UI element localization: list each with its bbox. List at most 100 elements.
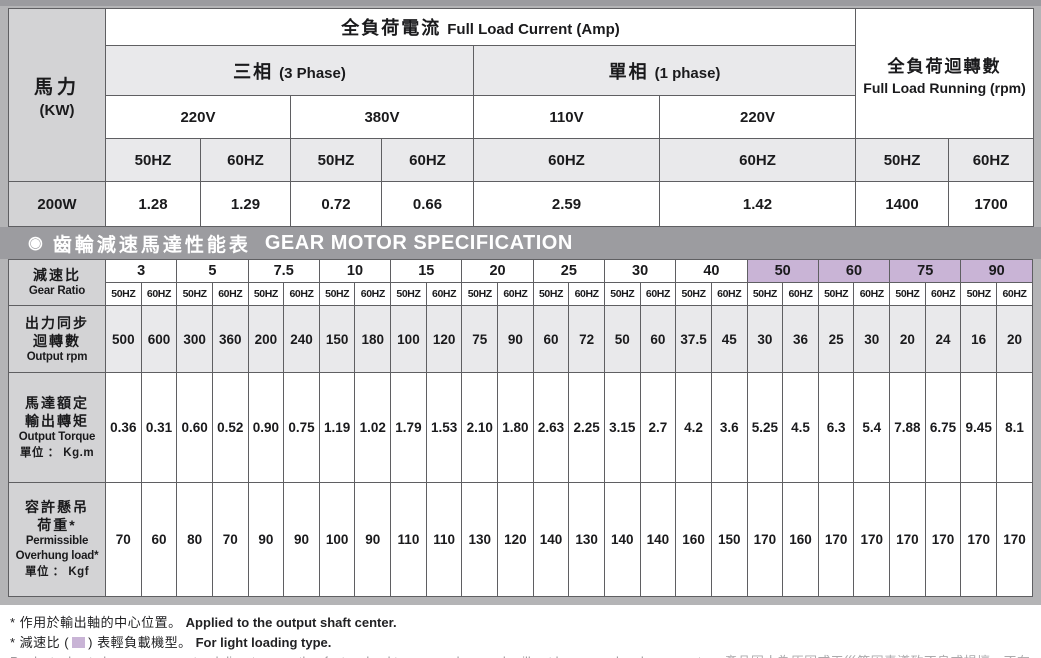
overhung-load-cell: 170 [960, 482, 998, 597]
overhung-load-cell: 110 [390, 482, 427, 597]
gear-ratio-cell-light-loading: 75 [889, 259, 962, 283]
hz-header-cell: 60HZ [473, 138, 660, 182]
gear-hz-cell: 60HZ [853, 282, 891, 306]
output-torque-cell: 2.63 [532, 372, 570, 483]
gear-hz-cell: 60HZ [283, 282, 320, 306]
footnote-light-loading: * 減速比 () 表輕負載機型。 For light loading type. [10, 633, 1041, 653]
output-torque-cell: 0.36 [105, 372, 142, 483]
full-load-current-zh: 全負荷電流 [341, 18, 442, 38]
current-value-cell: 0.72 [290, 181, 382, 227]
output-rpm-cell: 100 [390, 305, 427, 373]
overhung-load-cell: 140 [639, 482, 677, 597]
table-row: 三相 (3 Phase) 單相 (1 phase) [9, 45, 1034, 96]
output-torque-cell: 4.2 [675, 372, 712, 483]
gear-ratio-cell: 40 [675, 259, 748, 283]
overhung-load-cell: 170 [996, 482, 1033, 597]
output-rpm-cell: 75 [461, 305, 499, 373]
overhung-load-label-en1: Permissible [25, 535, 89, 547]
gear-ratio-row: 減速比 Gear Ratio 3 5 7.5 10 15 20 25 30 40… [8, 259, 1033, 306]
full-load-current-header-cell: 全負荷電流 Full Load Current (Amp) [104, 8, 857, 46]
gear-hz-cell: 50HZ [247, 282, 285, 306]
overhung-load-cell: 140 [603, 482, 641, 597]
overhung-load-cell: 170 [924, 482, 962, 597]
gear-ratio-cell-light-loading: 50 [746, 259, 819, 283]
power-kw-header-cell: 馬力 (KW) [8, 8, 106, 182]
gear-hz-cell: 50HZ [390, 282, 427, 306]
output-rpm-row: 出力同步 迴轉數 Output rpm 500 600 300 360 200 … [8, 305, 1033, 373]
gear-hz-cell: 50HZ [675, 282, 712, 306]
hz-header-cell: 60HZ [381, 138, 474, 182]
overhung-load-label-en2: Overhung load* [15, 550, 99, 562]
power-label-unit: (KW) [39, 101, 75, 119]
overhung-load-cell: 90 [354, 482, 392, 597]
overhung-load-cell: 90 [247, 482, 285, 597]
gear-hz-cell: 60HZ [140, 282, 178, 306]
three-phase-header-cell: 三相 (3 Phase) [105, 45, 474, 96]
overhung-load-cell: 100 [318, 482, 356, 597]
running-header-zh: 全負荷迴轉數 [887, 56, 1002, 76]
gear-hz-cell: 50HZ [603, 282, 641, 306]
output-torque-row: 馬達額定 輸出轉矩 Output Torque 單位 ： Kg.m 0.36 0… [8, 372, 1033, 483]
output-torque-header-cell: 馬達額定 輸出轉矩 Output Torque 單位 ： Kg.m [8, 372, 106, 483]
overhung-load-cell: 130 [461, 482, 499, 597]
running-value-cell: 1400 [855, 181, 950, 227]
single-phase-zh: 單相 [608, 61, 649, 82]
overhung-load-row: 容許懸吊 荷重* Permissible Overhung load* 單位 ：… [8, 482, 1033, 597]
overhung-load-label-unit: 單位 ： Kgf [24, 566, 90, 578]
output-torque-cell: 0.52 [211, 372, 249, 483]
output-rpm-cell: 36 [782, 305, 819, 373]
full-load-current-table: 馬力 (KW) 全負荷電流 Full Load Current (Amp) 全負荷… [8, 8, 1035, 227]
current-value-cell: 1.42 [658, 181, 857, 227]
current-value-cell: 1.29 [200, 181, 291, 227]
gear-hz-cell: 60HZ [996, 282, 1033, 306]
table-row: 50HZ 60HZ 50HZ 60HZ 60HZ 60HZ 50HZ 60HZ [9, 138, 1035, 182]
gear-hz-cell: 60HZ [211, 282, 249, 306]
output-rpm-label-zh1: 出力同步 [25, 314, 89, 331]
overhung-load-cell: 130 [568, 482, 605, 597]
light-loading-color-swatch [72, 637, 86, 648]
output-torque-label-unit: 單位 ： Kg.m [19, 446, 95, 459]
overhung-load-cell: 160 [675, 482, 712, 597]
output-torque-cell: 1.53 [425, 372, 463, 483]
overhung-load-cell: 170 [817, 482, 855, 597]
gear-ratio-cell: 15 [390, 259, 463, 283]
gear-hz-cell: 50HZ [889, 282, 926, 306]
gear-hz-cell: 50HZ [960, 282, 998, 306]
overhung-load-header-cell: 容許懸吊 荷重* Permissible Overhung load* 單位 ：… [8, 482, 106, 597]
single-phase-en: (1 phase) [654, 64, 721, 82]
hz-header-cell: 50HZ [290, 138, 382, 182]
output-torque-cell: 4.5 [782, 372, 819, 483]
gear-ratio-cell: 5 [176, 259, 249, 283]
footnote3-zh: 產品因人為原因或天災等因素導致不良或損壞，不在保固範圍內 [10, 654, 1030, 658]
output-torque-cell: 0.60 [176, 372, 213, 483]
overhung-load-label-zh2: 荷重* [37, 517, 77, 533]
gear-hz-cell: 50HZ [105, 282, 142, 306]
output-torque-cell: 1.79 [390, 372, 427, 483]
overhung-load-cell: 110 [425, 482, 463, 597]
output-rpm-label-en: Output rpm [26, 350, 88, 363]
output-torque-cell: 1.80 [497, 372, 534, 483]
output-rpm-cell: 37.5 [675, 305, 712, 373]
output-torque-cell: 3.15 [603, 372, 641, 483]
current-value-cell: 0.66 [381, 181, 474, 227]
footnote-warranty: Products due to human error, natural dis… [10, 653, 1041, 658]
output-rpm-cell: 30 [853, 305, 891, 373]
footnote3-en: Products due to human error, natural dis… [10, 654, 710, 658]
footnote2-zh-pre: * 減速比 ( [10, 635, 70, 650]
running-hz-header-cell: 60HZ [948, 138, 1035, 182]
section-title-zh: 齒輪減速馬達性能表 [52, 234, 251, 256]
overhung-load-cell: 90 [283, 482, 320, 597]
footnote1-en: Applied to the output shaft center. [185, 615, 397, 630]
spec-table-frame: 馬力 (KW) 全負荷電流 Full Load Current (Amp) 全負荷… [0, 0, 1041, 605]
footnote2-zh-post: ) 表輕負載機型。 [88, 635, 192, 650]
gear-hz-cell: 50HZ [461, 282, 499, 306]
three-phase-zh: 三相 [233, 61, 274, 82]
gear-hz-cell: 60HZ [710, 282, 748, 306]
overhung-load-cell: 140 [532, 482, 570, 597]
output-rpm-cell: 500 [105, 305, 142, 373]
output-torque-label-zh2: 輸出轉矩 [25, 412, 89, 429]
output-torque-cell: 3.6 [710, 372, 748, 483]
gear-hz-row: 50HZ 60HZ 50HZ 60HZ 50HZ 60HZ 50HZ 60HZ … [9, 282, 1033, 306]
overhung-load-cell: 70 [211, 482, 249, 597]
